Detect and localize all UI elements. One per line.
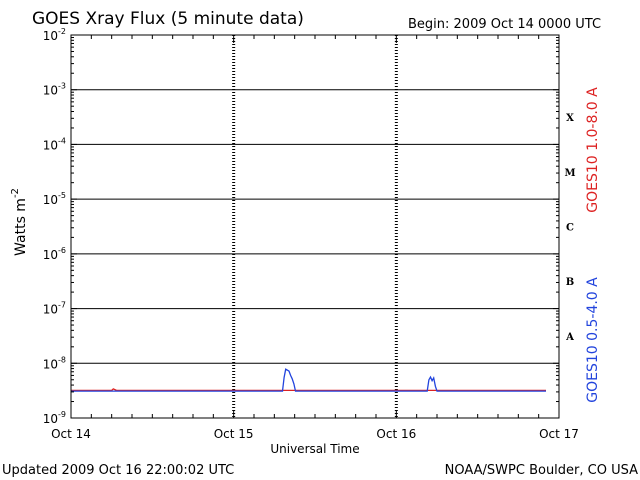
y-tick-label-exponent: -7: [58, 301, 66, 310]
x-tick-label: Oct 16: [376, 427, 416, 441]
flare-class-label: B: [566, 277, 574, 288]
y-tick-label-exponent: -5: [58, 191, 66, 200]
svg-text:Watts m-2: Watts m-2: [10, 188, 29, 256]
y-tick-label-base: 10: [43, 29, 58, 43]
legend-long-channel: GOES10 1.0-8.0 A: [585, 87, 601, 213]
series-line-1: [71, 388, 546, 392]
y-tick-label-base: 10: [43, 357, 58, 371]
y-tick-label: 10-4: [43, 136, 66, 152]
y-tick-label-base: 10: [43, 303, 58, 317]
flare-class-label: C: [566, 223, 574, 234]
y-tick-label-base: 10: [43, 248, 58, 262]
footer-updated: Updated 2009 Oct 16 22:00:02 UTC: [2, 463, 234, 478]
series-line-2: [71, 368, 546, 392]
y-tick-label: 10-6: [43, 246, 66, 262]
flare-class-label: X: [566, 113, 574, 124]
series-layer: [71, 368, 546, 392]
x-tick-label: Oct 14: [51, 427, 91, 441]
y-tick-label-exponent: -3: [58, 82, 66, 91]
footer-source: NOAA/SWPC Boulder, CO USA: [445, 463, 638, 478]
flare-class-label: A: [565, 332, 574, 343]
y-tick-label-exponent: -9: [58, 410, 66, 419]
y-tick-label-base: 10: [43, 138, 58, 152]
y-tick-label-base: 10: [43, 193, 58, 207]
x-axis-title: Universal Time: [270, 442, 359, 456]
y-tick-label-exponent: -8: [58, 355, 66, 364]
chart-title: GOES Xray Flux (5 minute data): [32, 9, 304, 29]
y-tick-label: 10-2: [43, 27, 66, 43]
y-axis-title: Watts m-2: [10, 188, 29, 256]
y-tick-label-base: 10: [43, 84, 58, 98]
y-tick-label-base: 10: [43, 412, 58, 426]
flare-class-label: M: [564, 168, 575, 179]
y-tick-label-exponent: -4: [58, 136, 66, 145]
x-tick-label: Oct 17: [539, 427, 579, 441]
y-tick-label-exponent: -2: [58, 27, 66, 36]
begin-time-label: Begin: 2009 Oct 14 0000 UTC: [408, 17, 601, 32]
y-axis-title-text: Watts m: [13, 198, 29, 256]
y-tick-label: 10-7: [43, 301, 66, 317]
legend-short-channel: GOES10 0.5-4.0 A: [585, 277, 601, 403]
plot-frame: [70, 34, 560, 419]
grid-layer: [71, 35, 559, 418]
y-axis-title-exponent: -2: [10, 188, 21, 198]
x-tick-label: Oct 15: [214, 427, 254, 441]
y-tick-label: 10-5: [43, 191, 66, 207]
y-tick-label: 10-8: [43, 355, 66, 371]
y-tick-label-exponent: -6: [58, 246, 66, 255]
y-tick-label: 10-3: [43, 82, 66, 98]
y-tick-label: 10-9: [43, 410, 66, 426]
